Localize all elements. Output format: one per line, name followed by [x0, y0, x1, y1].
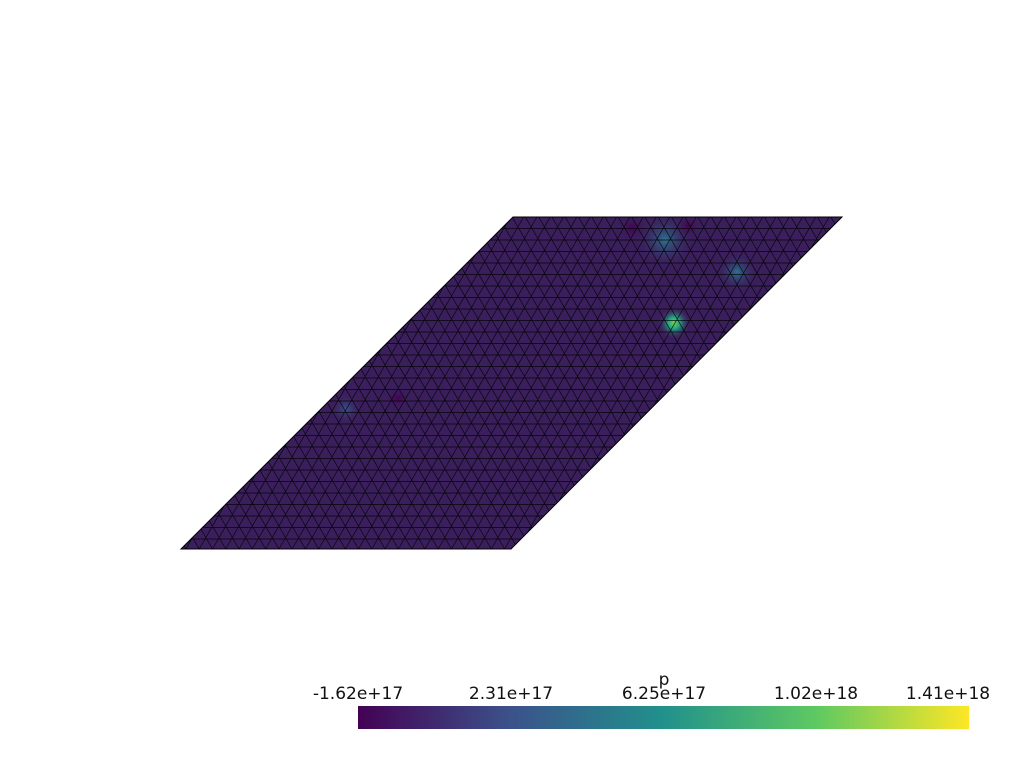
triangle-mesh — [179, 216, 844, 550]
hotspot-right — [717, 252, 757, 292]
mesh-boundary — [179, 216, 844, 550]
coldspot-top-b — [676, 217, 700, 238]
scalar-bar-gradient — [358, 706, 969, 729]
scalar-bar-tick-2: 6.25e+17 — [621, 684, 707, 704]
hotspot-peak — [658, 307, 690, 339]
scalar-bar-title: p — [658, 670, 670, 690]
scalar-bar-tick-3: 1.02e+18 — [773, 684, 859, 704]
scalar-bar-tick-4: 1.41e+18 — [905, 684, 991, 704]
scalar-bar-tick-0: -1.62e+17 — [312, 684, 404, 704]
coldspot-left — [386, 386, 410, 410]
mesh-domain — [181, 217, 842, 549]
coldspot-top-a — [618, 217, 646, 242]
scalar-bar-tick-1: 2.31e+17 — [468, 684, 554, 704]
